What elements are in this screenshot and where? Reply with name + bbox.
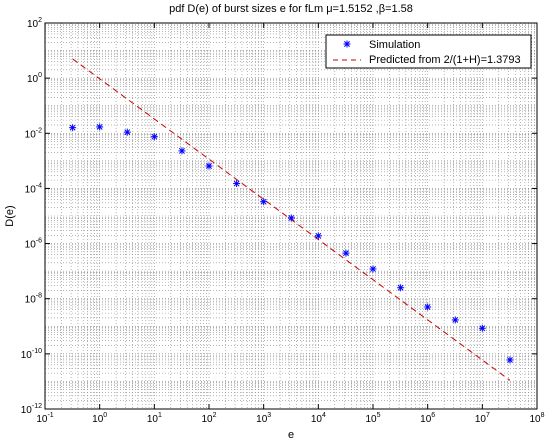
axis-ticks [44,22,538,410]
y-axis-label: D(e) [4,205,16,226]
y-tick-label: 10-6 [25,238,42,251]
y-tick-labels: 10-12 10-10 10-8 10-6 10-4 10-2 100 102 [21,17,42,416]
title-beta-value: =1.58 [385,3,413,15]
x-tick-labels: 10-1 100 101 102 103 104 105 106 107 108 [36,412,544,425]
grid-lines [45,23,537,409]
simulation-point [397,284,405,292]
x-tick-label: 108 [529,412,544,425]
simulation-point [424,303,432,311]
legend-predicted-label: Predicted from 2/(1+H)=1.3793 [369,54,521,66]
simulation-point [178,147,186,155]
y-tick-label: 10-10 [21,348,42,361]
simulation-point [233,180,241,188]
x-tick-label: 102 [201,412,216,425]
simulation-point [150,133,158,141]
simulation-point [205,162,213,170]
simulation-point [451,316,459,324]
simulation-point [123,128,131,136]
y-tick-label: 102 [27,17,42,30]
simulation-point [506,356,514,364]
legend-simulation-label: Simulation [369,39,420,51]
x-tick-label: 107 [475,412,490,425]
simulation-point [260,198,268,206]
plot-frame [44,22,538,410]
x-tick-label: 10-1 [36,412,53,425]
simulation-point [96,123,104,131]
y-tick-label: 10-4 [25,182,42,195]
simulation-point [314,232,322,240]
x-tick-label: 105 [365,412,380,425]
legend-star [343,40,351,48]
x-axis-label: e [288,429,294,441]
legend: Simulation Predicted from 2/(1+H)=1.3793 [325,34,532,69]
title-mu-value: =1.5152 [332,3,373,15]
title-mu-symbol: μ [326,3,333,15]
simulation-point [287,214,295,222]
title-prefix: pdf D(e) of burst sizes e for fLm [169,3,327,15]
series-markers [69,123,514,364]
simulation-point [478,324,486,332]
legend-simulation-marker [343,40,351,48]
x-tick-label: 104 [311,412,326,425]
legend-box [325,34,532,69]
simulation-point [342,249,350,257]
x-tick-label: 106 [420,412,435,425]
simulation-point [369,265,377,273]
title-beta-symbol: β [378,3,386,15]
chart-title: pdf D(e) of burst sizes e for fLm μ=1.51… [45,3,537,15]
x-tick-label: 103 [256,412,271,425]
y-tick-label: 10-8 [25,293,42,306]
simulation-point [69,124,77,132]
y-tick-label: 100 [27,72,42,85]
y-tick-label: 10-2 [25,127,42,140]
x-tick-label: 100 [92,412,107,425]
x-tick-label: 101 [147,412,162,425]
title-separator: , [372,3,379,15]
y-tick-label: 10-12 [21,403,42,416]
